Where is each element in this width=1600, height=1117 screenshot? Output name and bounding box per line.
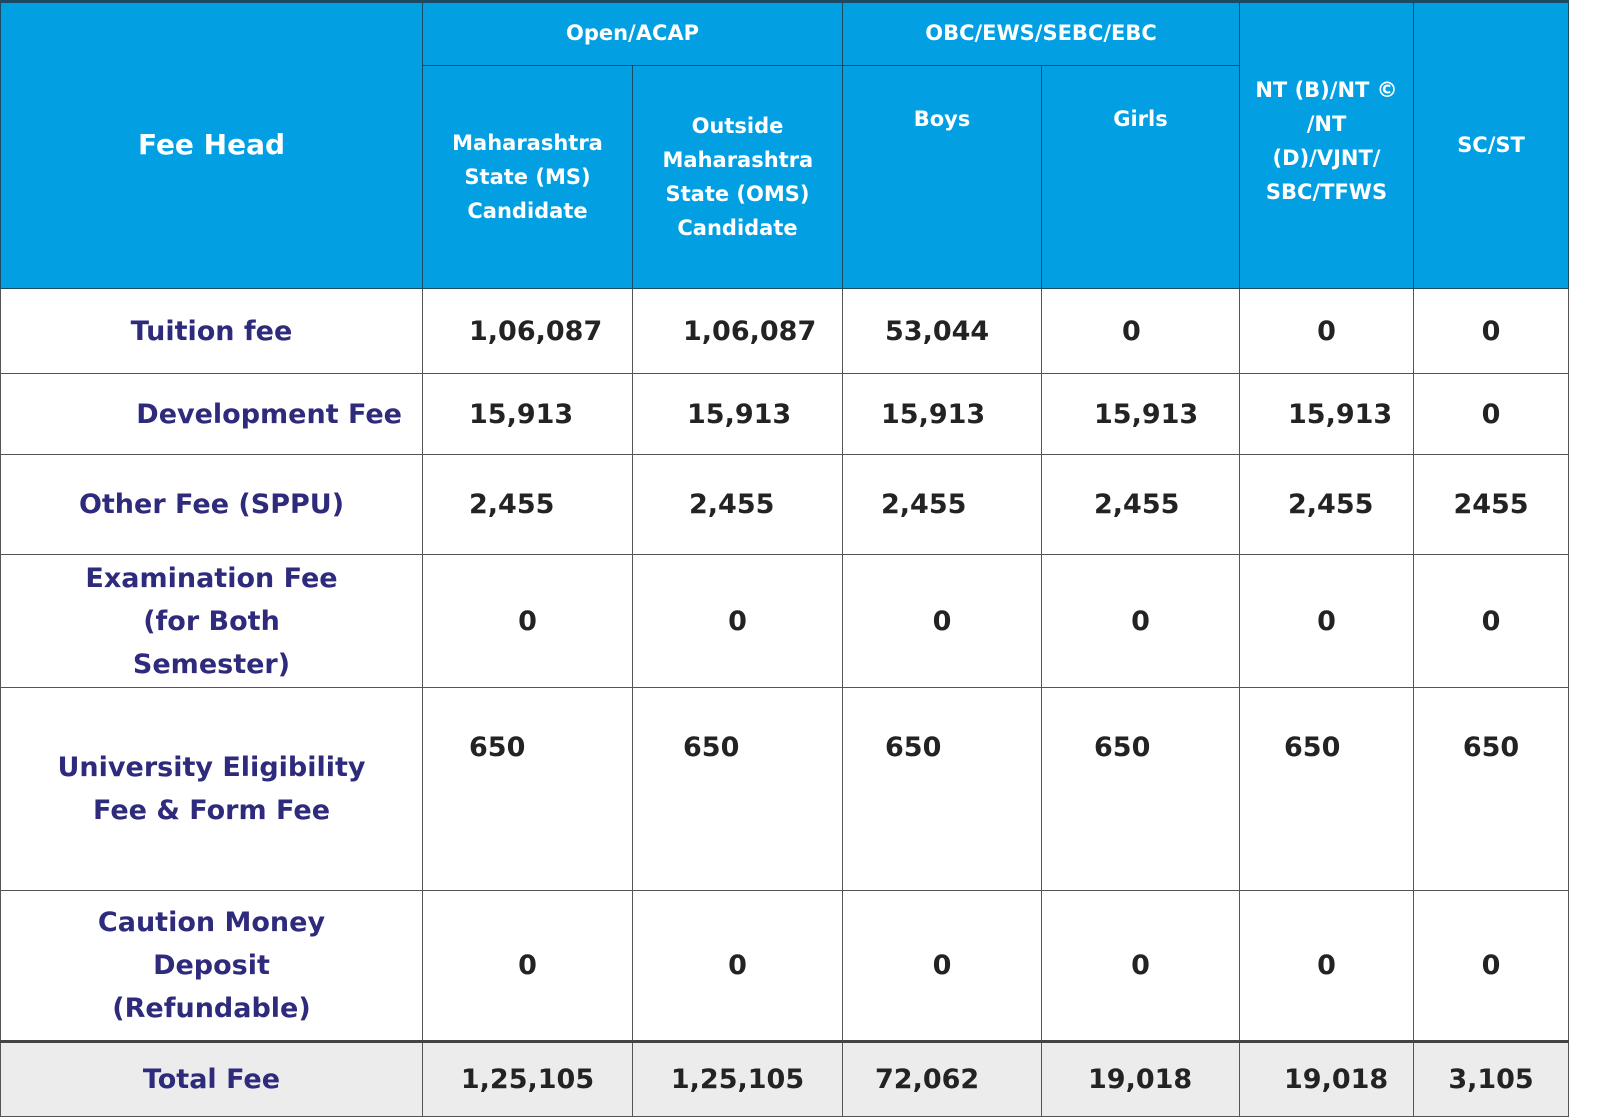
cell-girls: 0: [1040, 890, 1241, 1042]
header-fee-head: Fee Head: [0, 0, 423, 289]
total-scst: 3,105: [1413, 1040, 1570, 1117]
cell-scst: 0: [1413, 890, 1570, 1042]
cell-ms: 15,913: [422, 373, 633, 455]
cell-oms: 650: [632, 687, 843, 891]
row-label-text: Caution Money Deposit (Refundable): [97, 907, 326, 1024]
row-label: Tuition fee: [0, 288, 423, 374]
total-boys: 72,062: [842, 1040, 1042, 1117]
cell-boys: 2,455: [842, 454, 1042, 555]
table-row-caution-money-deposit: Caution Money Deposit (Refundable) 0 0 0…: [0, 890, 1570, 1042]
table-row-other-fee: Other Fee (SPPU) 2,455 2,455 2,455 2,455…: [0, 454, 1570, 555]
cell-nt: 0: [1239, 890, 1415, 1042]
cell-scst: 0: [1413, 373, 1570, 455]
row-label-text: Examination Fee (for Both Semester): [85, 562, 338, 680]
cell-oms: 0: [632, 890, 843, 1042]
cell-ms: 0: [422, 554, 633, 688]
table-row-tuition-fee: Tuition fee 1,06,087 1,06,087 53,044 0 0…: [0, 288, 1570, 374]
table-top-border: [0, 0, 1568, 3]
cell-nt: 15,913: [1239, 373, 1415, 455]
cell-scst: 2455: [1413, 454, 1570, 555]
table-row-total-fee: Total Fee 1,25,105 1,25,105 72,062 19,01…: [0, 1040, 1570, 1117]
header-ms-label: Maharashtra State (MS) Candidate: [452, 131, 603, 223]
row-label: Caution Money Deposit (Refundable): [0, 890, 423, 1042]
cell-nt: 2,455: [1239, 454, 1415, 555]
cell-nt: 0: [1239, 554, 1415, 688]
header-boys-label: Boys: [913, 107, 971, 131]
header-oms-candidate: Outside Maharashtra State (OMS) Candidat…: [632, 65, 843, 289]
row-label: Examination Fee (for Both Semester): [0, 554, 423, 688]
cell-girls: 2,455: [1040, 454, 1241, 555]
cell-boys: 0: [842, 890, 1042, 1042]
total-label: Total Fee: [0, 1040, 423, 1117]
header-girls: Girls: [1040, 65, 1241, 289]
cell-nt: 650: [1239, 687, 1415, 891]
cell-ms: 0: [422, 890, 633, 1042]
table-row-university-eligibility-fee: University Eligibility Fee & Form Fee 65…: [0, 687, 1570, 891]
cell-scst: 0: [1413, 288, 1570, 374]
cell-scst: 650: [1413, 687, 1570, 891]
header-boys: Boys: [842, 65, 1042, 289]
cell-ms: 1,06,087: [422, 288, 633, 374]
cell-girls: 0: [1040, 288, 1241, 374]
cell-boys: 650: [842, 687, 1042, 891]
row-label: University Eligibility Fee & Form Fee: [0, 687, 423, 891]
header-group-open-acap: Open/ACAP: [422, 0, 843, 66]
header-girls-label: Girls: [1113, 107, 1168, 131]
cell-boys: 53,044: [842, 288, 1042, 374]
cell-girls: 15,913: [1040, 373, 1241, 455]
cell-ms: 2,455: [422, 454, 633, 555]
total-girls: 19,018: [1040, 1040, 1241, 1117]
cell-boys: 15,913: [842, 373, 1042, 455]
total-oms: 1,25,105: [632, 1040, 843, 1117]
cell-girls: 650: [1040, 687, 1241, 891]
total-nt: 19,018: [1239, 1040, 1415, 1117]
cell-scst: 0: [1413, 554, 1570, 688]
cell-oms: 15,913: [632, 373, 843, 455]
total-ms: 1,25,105: [422, 1040, 633, 1117]
row-label: Other Fee (SPPU): [0, 454, 423, 555]
header-nt-vjnt-sbc-tfws: NT (B)/NT © /NT (D)/VJNT/ SBC/TFWS: [1239, 0, 1415, 289]
row-label: Development Fee: [0, 373, 423, 455]
cell-oms: 1,06,087: [632, 288, 843, 374]
header-oms-label: Outside Maharashtra State (OMS) Candidat…: [662, 114, 814, 240]
table-row-development-fee: Development Fee 15,913 15,913 15,913 15,…: [0, 373, 1570, 455]
header-nt-label: NT (B)/NT © /NT (D)/VJNT/ SBC/TFWS: [1255, 77, 1398, 204]
cell-boys: 0: [842, 554, 1042, 688]
cell-nt: 0: [1239, 288, 1415, 374]
cell-girls: 0: [1040, 554, 1241, 688]
cell-ms: 650: [422, 687, 633, 891]
table-row-examination-fee: Examination Fee (for Both Semester) 0 0 …: [0, 554, 1570, 688]
cell-oms: 0: [632, 554, 843, 688]
header-group-obc-ews-sebc-ebc: OBC/EWS/SEBC/EBC: [841, 0, 1241, 66]
header-ms-candidate: Maharashtra State (MS) Candidate: [422, 65, 633, 289]
row-label-text: University Eligibility Fee & Form Fee: [57, 752, 366, 826]
header-sc-st: SC/ST: [1413, 0, 1570, 289]
cell-oms: 2,455: [632, 454, 843, 555]
